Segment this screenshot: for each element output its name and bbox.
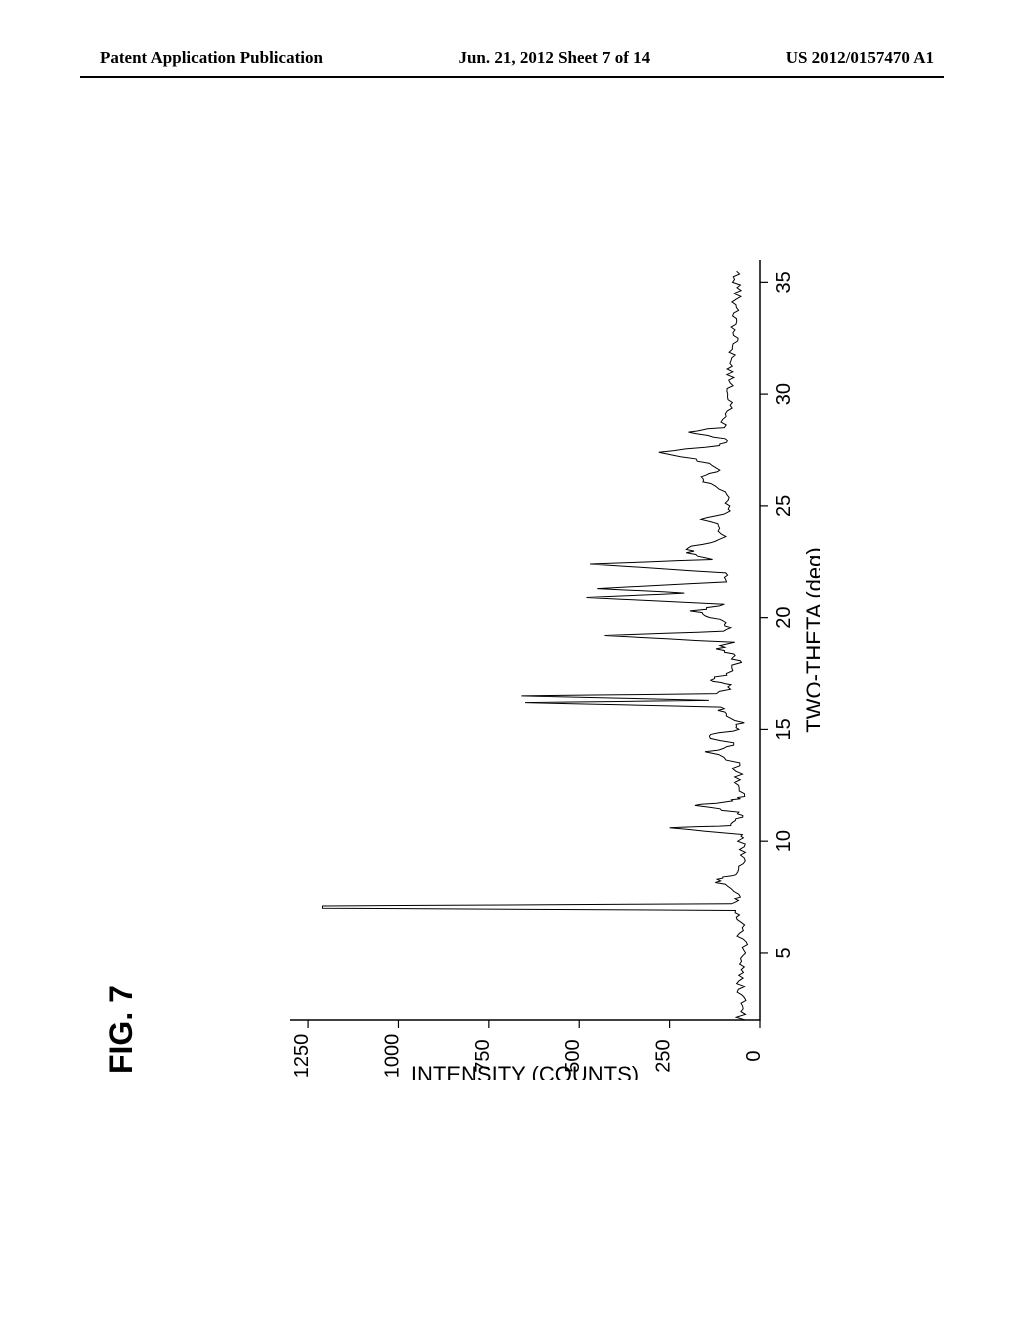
y-tick-label: 0 — [743, 1050, 765, 1061]
y-tick-label: 1000 — [381, 1034, 403, 1079]
x-tick-label: 35 — [773, 271, 795, 293]
x-tick-label: 5 — [773, 947, 795, 958]
header-rule — [80, 76, 944, 78]
figure-label: FIG. 7 — [103, 985, 140, 1074]
page-header: Patent Application Publication Jun. 21, … — [0, 48, 1024, 68]
y-tick-label: 250 — [653, 1039, 675, 1072]
header-right: US 2012/0157470 A1 — [786, 48, 934, 68]
y-axis-label: INTENSITY (COUNTS) — [411, 1062, 639, 1080]
x-tick-label: 25 — [773, 495, 795, 517]
header-center: Jun. 21, 2012 Sheet 7 of 14 — [458, 48, 650, 68]
y-tick-label: 1250 — [291, 1034, 313, 1079]
xrd-chart: 5101520253035TWO-THETA (deg)025050075010… — [140, 200, 820, 1080]
x-axis-label: TWO-THETA (deg) — [802, 547, 820, 732]
xrd-trace — [323, 271, 748, 1020]
x-tick-label: 20 — [773, 607, 795, 629]
x-tick-label: 10 — [773, 830, 795, 852]
x-tick-label: 15 — [773, 718, 795, 740]
x-tick-label: 30 — [773, 383, 795, 405]
figure-area: FIG. 7 5101520253035TWO-THETA (deg)02505… — [140, 200, 820, 1080]
header-left: Patent Application Publication — [100, 48, 323, 68]
